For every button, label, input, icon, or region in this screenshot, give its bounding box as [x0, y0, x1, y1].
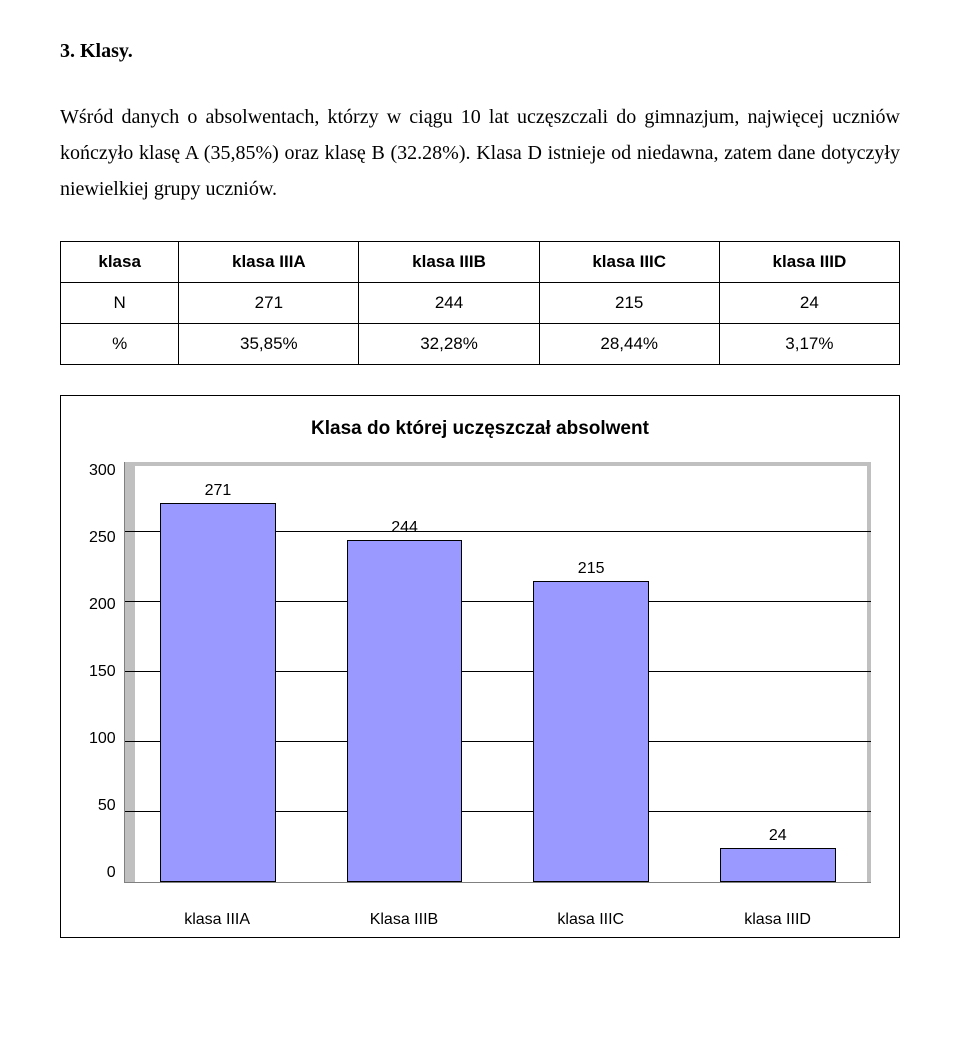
table-cell: 271: [179, 283, 359, 324]
bars-container: 27135,85% 24432,28% 21528,44% 243,17%: [125, 462, 871, 882]
x-axis-label: klasa IIIA: [124, 911, 311, 929]
chart-area: 300 250 200 150 100 50 0 27135,85% 24432,…: [89, 462, 871, 929]
bar-slot: 21528,44%: [498, 462, 685, 882]
bar-slot: 24432,28%: [311, 462, 498, 882]
table-header-cell: klasa IIIA: [179, 242, 359, 283]
bar: 24432,28%: [347, 540, 463, 882]
table-cell: 244: [359, 283, 539, 324]
bar-slot: 243,17%: [684, 462, 871, 882]
plot-wrap: 27135,85% 24432,28% 21528,44% 243,17% klasa…: [124, 462, 871, 929]
x-axis-label: Klasa IIIB: [311, 911, 498, 929]
bar-value-label: 24: [769, 827, 787, 845]
table-cell: 3,17%: [719, 324, 899, 365]
x-axis-labels: klasa IIIAKlasa IIIBklasa IIICklasa IIID: [124, 911, 871, 929]
y-tick: 300: [89, 462, 116, 480]
table-row: % 35,85% 32,28% 28,44% 3,17%: [61, 324, 900, 365]
table-cell: %: [61, 324, 179, 365]
table-header-cell: klasa IIID: [719, 242, 899, 283]
y-tick: 0: [107, 864, 116, 882]
y-tick: 50: [98, 797, 116, 815]
y-tick: 200: [89, 596, 116, 614]
chart-title: Klasa do której uczęszczał absolwent: [89, 418, 871, 440]
table-cell: 32,28%: [359, 324, 539, 365]
bar-value-label: 271: [205, 482, 232, 500]
table-cell: N: [61, 283, 179, 324]
bar: 243,17%: [720, 848, 836, 882]
data-table: klasa klasa IIIA klasa IIIB klasa IIIC k…: [60, 241, 900, 365]
table-row: N 271 244 215 24: [61, 283, 900, 324]
y-tick: 150: [89, 663, 116, 681]
bar-value-label: 215: [578, 560, 605, 578]
table-cell: 24: [719, 283, 899, 324]
table-cell: 28,44%: [539, 324, 719, 365]
bar-value-label: 244: [391, 519, 418, 537]
bar: 21528,44%: [533, 581, 649, 882]
bar: 27135,85%: [160, 503, 276, 882]
table-header-cell: klasa: [61, 242, 179, 283]
y-tick: 250: [89, 529, 116, 547]
section-title: 3. Klasy.: [60, 40, 900, 63]
bar-slot: 27135,85%: [125, 462, 312, 882]
body-paragraph: Wśród danych o absolwentach, którzy w ci…: [60, 99, 900, 207]
table-cell: 215: [539, 283, 719, 324]
chart-container: Klasa do której uczęszczał absolwent 300…: [60, 395, 900, 938]
table-header-cell: klasa IIIB: [359, 242, 539, 283]
table-header-row: klasa klasa IIIA klasa IIIB klasa IIIC k…: [61, 242, 900, 283]
x-axis-label: klasa IIID: [684, 911, 871, 929]
plot: 27135,85% 24432,28% 21528,44% 243,17%: [124, 462, 871, 883]
table-cell: 35,85%: [179, 324, 359, 365]
x-axis-label: klasa IIIC: [497, 911, 684, 929]
y-axis: 300 250 200 150 100 50 0: [89, 462, 124, 882]
y-tick: 100: [89, 730, 116, 748]
table-header-cell: klasa IIIC: [539, 242, 719, 283]
